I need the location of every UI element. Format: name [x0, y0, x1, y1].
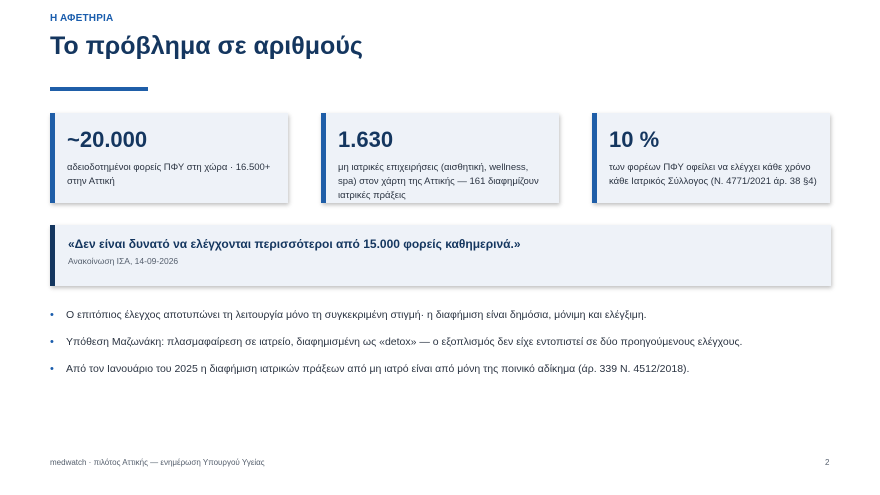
stat-value: 1.630	[338, 127, 394, 152]
stat-card-inspection-quota: 10 % των φορέων ΠΦΥ οφείλει να ελέγχει κ…	[592, 113, 830, 203]
stat-value: 10 %	[609, 127, 660, 152]
bullet-text: Ο επιτόπιος έλεγχος αποτυπώνει τη λειτου…	[66, 309, 647, 321]
stat-description: μη ιατρικές επιχειρήσεις (αισθητική, wel…	[338, 162, 539, 201]
section-eyebrow: Η ΑΦΕΤΗΡΙΑ	[50, 13, 114, 24]
quote-source: Ανακοίνωση ΙΣΑ, 14-09-2026	[68, 256, 179, 266]
bullet-text: Από τον Ιανουάριο του 2025 η διαφήμιση ι…	[66, 363, 690, 375]
quote-text: «Δεν είναι δυνατό να ελέγχονται περισσότ…	[68, 237, 521, 251]
list-item: • Υπόθεση Μαζωνάκη: πλασμαφαίρεση σε ιατ…	[50, 334, 830, 350]
stat-description: των φορέων ΠΦΥ οφείλει να ελέγχει κάθε χ…	[609, 162, 817, 187]
list-item: • Από τον Ιανουάριο του 2025 η διαφήμιση…	[50, 361, 830, 377]
bullet-icon: •	[50, 309, 54, 321]
page-title: Το πρόβλημα σε αριθμούς	[50, 32, 363, 60]
stat-value: ~20.000	[67, 127, 148, 152]
page-number: 2	[825, 458, 830, 467]
list-item: • Ο επιτόπιος έλεγχος αποτυπώνει τη λειτ…	[50, 307, 830, 323]
bullet-list: • Ο επιτόπιος έλεγχος αποτυπώνει τη λειτ…	[50, 307, 830, 388]
title-underline	[50, 87, 148, 91]
bullet-icon: •	[50, 363, 54, 375]
stat-card-businesses: 1.630 μη ιατρικές επιχειρήσεις (αισθητικ…	[321, 113, 559, 203]
footer-text: medwatch · πιλότος Αττικής — ενημέρωση Υ…	[50, 458, 265, 467]
stat-card-providers: ~20.000 αδειοδοτημένοι φορείς ΠΦΥ στη χώ…	[50, 113, 288, 203]
stat-description: αδειοδοτημένοι φορείς ΠΦΥ στη χώρα · 16.…	[67, 162, 271, 187]
bullet-icon: •	[50, 336, 54, 348]
bullet-text: Υπόθεση Μαζωνάκη: πλασμαφαίρεση σε ιατρε…	[66, 336, 743, 348]
quote-callout: «Δεν είναι δυνατό να ελέγχονται περισσότ…	[50, 225, 831, 286]
